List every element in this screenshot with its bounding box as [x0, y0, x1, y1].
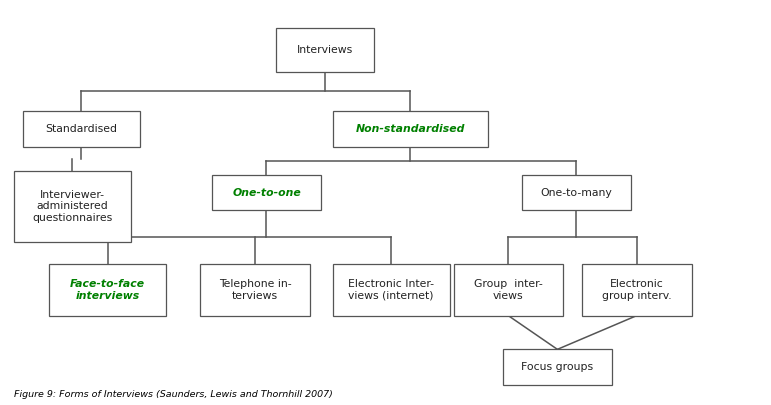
Text: Interviews: Interviews [297, 45, 353, 55]
Text: Figure 9: Forms of Interviews (Saunders, Lewis and Thornhill 2007): Figure 9: Forms of Interviews (Saunders,… [14, 390, 332, 399]
Text: Electronic Inter-
views (internet): Electronic Inter- views (internet) [348, 279, 434, 301]
Text: Group  inter-
views: Group inter- views [474, 279, 543, 301]
Text: Telephone in-
terviews: Telephone in- terviews [219, 279, 291, 301]
FancyBboxPatch shape [200, 264, 310, 315]
FancyBboxPatch shape [49, 264, 167, 315]
FancyBboxPatch shape [453, 264, 563, 315]
FancyBboxPatch shape [582, 264, 692, 315]
FancyBboxPatch shape [503, 350, 612, 385]
Text: Non-standardised: Non-standardised [355, 124, 465, 134]
Text: Face-to-face
interviews: Face-to-face interviews [70, 279, 146, 301]
FancyBboxPatch shape [212, 175, 322, 211]
Text: Electronic
group interv.: Electronic group interv. [602, 279, 672, 301]
FancyBboxPatch shape [276, 28, 374, 72]
Text: One-to-many: One-to-many [540, 188, 612, 198]
FancyBboxPatch shape [521, 175, 631, 211]
FancyBboxPatch shape [332, 264, 449, 315]
Text: One-to-one: One-to-one [232, 188, 301, 198]
FancyBboxPatch shape [23, 111, 140, 147]
Text: Interviewer-
administered
questionnaires: Interviewer- administered questionnaires [32, 190, 113, 223]
FancyBboxPatch shape [332, 111, 487, 147]
Text: Focus groups: Focus groups [521, 362, 594, 372]
FancyBboxPatch shape [14, 171, 131, 242]
Text: Standardised: Standardised [45, 124, 117, 134]
